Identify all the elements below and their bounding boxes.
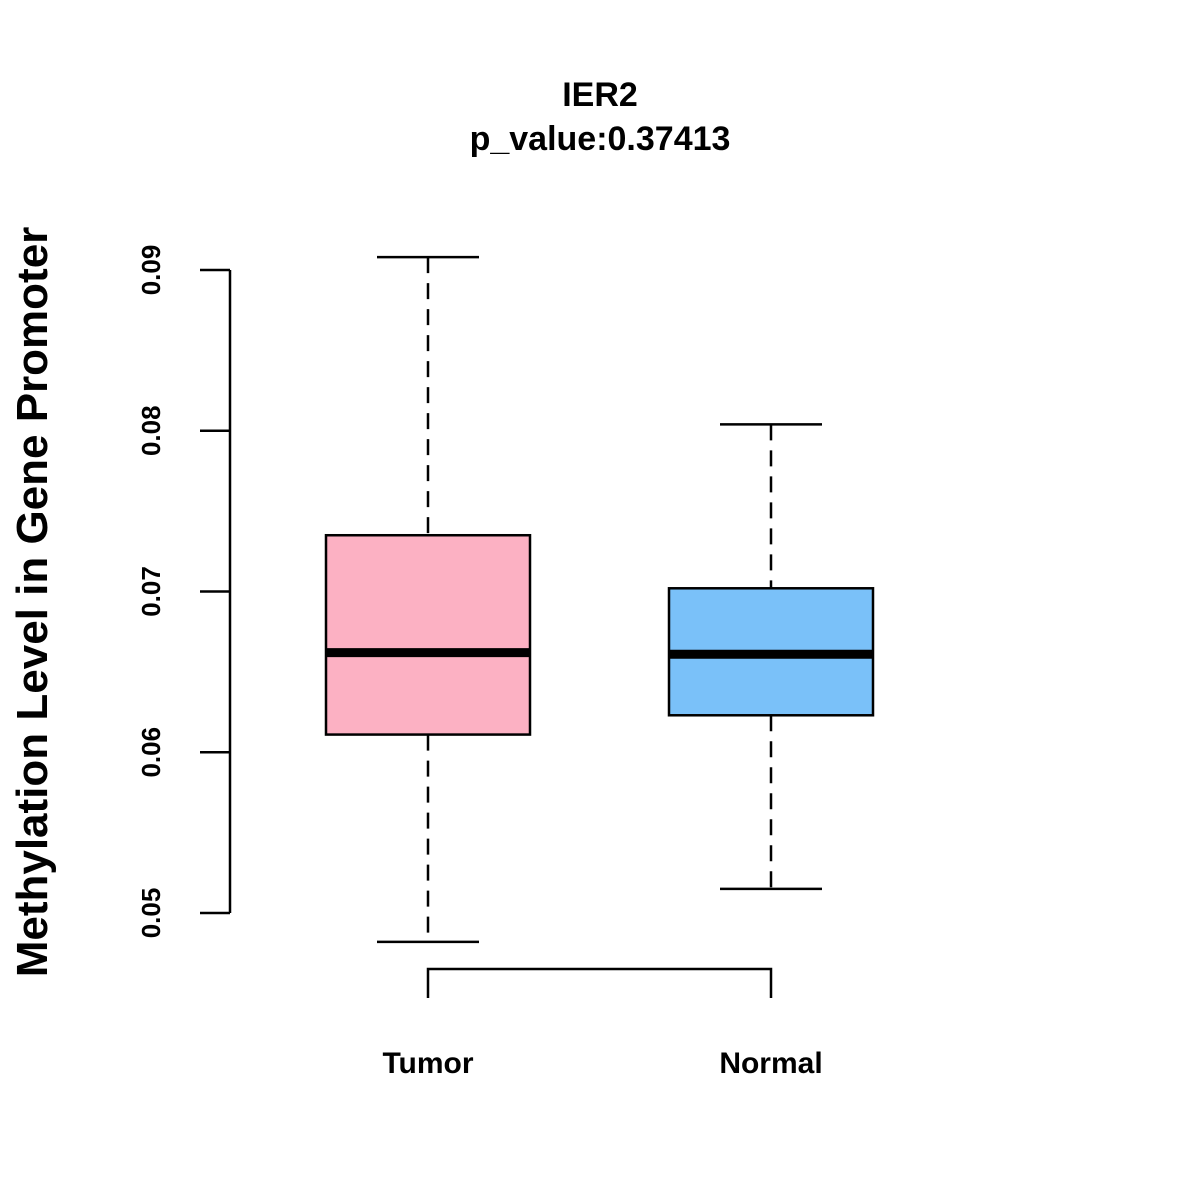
y-tick-label: 0.09 <box>136 245 166 296</box>
x-axis-labels: Tumor Normal <box>382 1047 822 1080</box>
y-tick-label: 0.07 <box>136 566 166 617</box>
box-tumor <box>324 255 532 944</box>
y-axis-label: Methylation Level in Gene Promoter <box>8 227 57 978</box>
y-tick-label: 0.08 <box>136 405 166 456</box>
bracket-line <box>426 967 773 998</box>
x-tick-label: Tumor <box>382 1047 473 1080</box>
y-tick-label: 0.05 <box>136 888 166 939</box>
chart-title: IER2 <box>562 76 638 114</box>
x-tick-label: Normal <box>719 1047 822 1080</box>
box-iqr <box>324 533 532 736</box>
chart-subtitle: p_value:0.37413 <box>470 120 731 158</box>
comparison-bracket <box>426 967 773 998</box>
box-normal <box>667 423 875 891</box>
y-tick-label: 0.06 <box>136 727 166 778</box>
boxes <box>324 255 875 944</box>
y-axis: 0.05 0.06 0.07 0.08 0.09 <box>136 245 232 939</box>
